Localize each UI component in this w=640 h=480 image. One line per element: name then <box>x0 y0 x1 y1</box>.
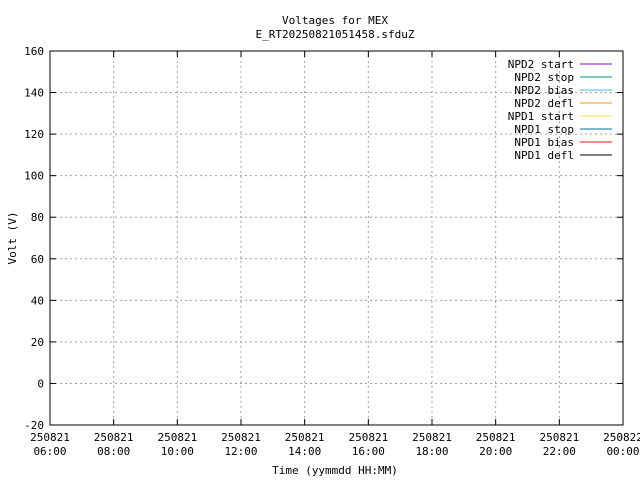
x-tick-label-time: 00:00 <box>606 445 639 458</box>
chart-title: Voltages for MEX <box>282 14 388 27</box>
y-tick-label: 20 <box>31 336 44 349</box>
x-tick-label-time: 08:00 <box>97 445 130 458</box>
x-tick-label-date: 250821 <box>221 431 261 444</box>
x-tick-label-time: 22:00 <box>543 445 576 458</box>
x-tick-label-date: 250821 <box>94 431 134 444</box>
x-tick-label-date: 250821 <box>30 431 70 444</box>
x-tick-label-date: 250821 <box>539 431 579 444</box>
x-tick-label-time: 14:00 <box>288 445 321 458</box>
x-tick-label-time: 16:00 <box>352 445 385 458</box>
y-tick-label: -20 <box>24 419 44 432</box>
x-tick-label-date: 250821 <box>285 431 325 444</box>
x-tick-label-date: 250821 <box>476 431 516 444</box>
legend-label: NPD1 bias <box>514 136 574 149</box>
legend-label: NPD2 start <box>508 58 574 71</box>
legend-label: NPD2 defl <box>514 97 574 110</box>
y-axis-label: Volt (V) <box>6 212 19 265</box>
x-tick-label-date: 250821 <box>348 431 388 444</box>
x-tick-label-time: 10:00 <box>161 445 194 458</box>
y-tick-labels: -20 0 20 40 60 80 100 120 140 160 <box>24 45 44 432</box>
x-tick-label-time: 06:00 <box>33 445 66 458</box>
legend-label: NPD1 start <box>508 110 574 123</box>
x-tick-label-date: 250821 <box>412 431 452 444</box>
x-tick-label-time: 18:00 <box>415 445 448 458</box>
legend-label: NPD2 bias <box>514 84 574 97</box>
y-tick-label: 120 <box>24 128 44 141</box>
x-tick-label-date: 250822 <box>603 431 640 444</box>
x-tick-label-date: 250821 <box>157 431 197 444</box>
y-tick-label: 80 <box>31 211 44 224</box>
y-tick-label: 100 <box>24 170 44 183</box>
legend-label: NPD1 stop <box>514 123 574 136</box>
y-tick-label: 160 <box>24 45 44 58</box>
legend-label: NPD1 defl <box>514 149 574 162</box>
y-tick-label: 60 <box>31 253 44 266</box>
x-tick-labels: 25082106:0025082108:0025082110:002508211… <box>30 431 640 458</box>
y-tick-label: 140 <box>24 87 44 100</box>
chart-subtitle: E_RT20250821051458.sfduZ <box>256 28 415 41</box>
legend-label: NPD2 stop <box>514 71 574 84</box>
plot-frame <box>49 50 624 426</box>
y-tick-label: 40 <box>31 294 44 307</box>
x-tick-label-time: 12:00 <box>224 445 257 458</box>
y-tick-label: 0 <box>37 377 44 390</box>
x-axis-label: Time (yymmdd HH:MM) <box>272 464 398 477</box>
x-tick-label-time: 20:00 <box>479 445 512 458</box>
